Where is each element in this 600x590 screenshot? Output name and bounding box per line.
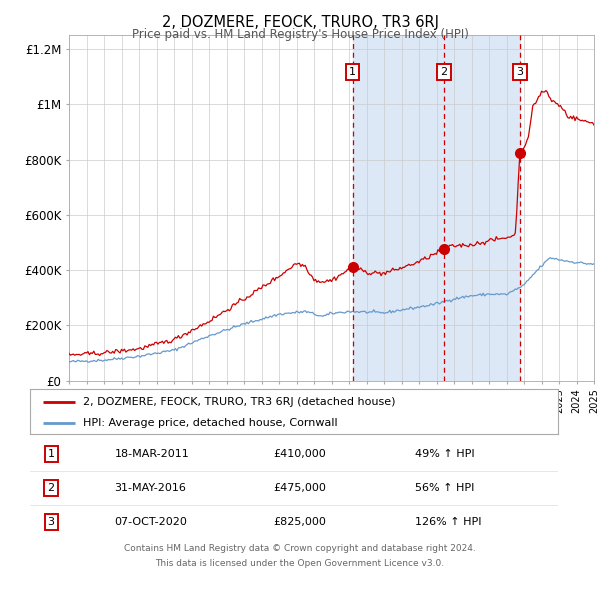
Text: Price paid vs. HM Land Registry's House Price Index (HPI): Price paid vs. HM Land Registry's House … [131,28,469,41]
Text: 2: 2 [440,67,448,77]
Text: 07-OCT-2020: 07-OCT-2020 [115,517,187,527]
Text: This data is licensed under the Open Government Licence v3.0.: This data is licensed under the Open Gov… [155,559,445,568]
Text: £410,000: £410,000 [273,449,326,458]
Bar [353,35,520,381]
Text: 2, DOZMERE, FEOCK, TRURO, TR3 6RJ (detached house): 2, DOZMERE, FEOCK, TRURO, TR3 6RJ (detac… [83,397,395,407]
Text: 31-MAY-2016: 31-MAY-2016 [115,483,187,493]
Text: £825,000: £825,000 [273,517,326,527]
Text: 3: 3 [47,517,55,527]
Text: 2: 2 [47,483,55,493]
Text: 1: 1 [349,67,356,77]
Text: 1: 1 [47,449,55,458]
Text: 3: 3 [517,67,523,77]
Text: 2, DOZMERE, FEOCK, TRURO, TR3 6RJ: 2, DOZMERE, FEOCK, TRURO, TR3 6RJ [161,15,439,30]
Text: Contains HM Land Registry data © Crown copyright and database right 2024.: Contains HM Land Registry data © Crown c… [124,544,476,553]
Text: 49% ↑ HPI: 49% ↑ HPI [415,449,475,458]
Text: HPI: Average price, detached house, Cornwall: HPI: Average price, detached house, Corn… [83,418,337,428]
Text: £475,000: £475,000 [273,483,326,493]
Text: 126% ↑ HPI: 126% ↑ HPI [415,517,482,527]
Text: 56% ↑ HPI: 56% ↑ HPI [415,483,475,493]
Text: 18-MAR-2011: 18-MAR-2011 [115,449,189,458]
